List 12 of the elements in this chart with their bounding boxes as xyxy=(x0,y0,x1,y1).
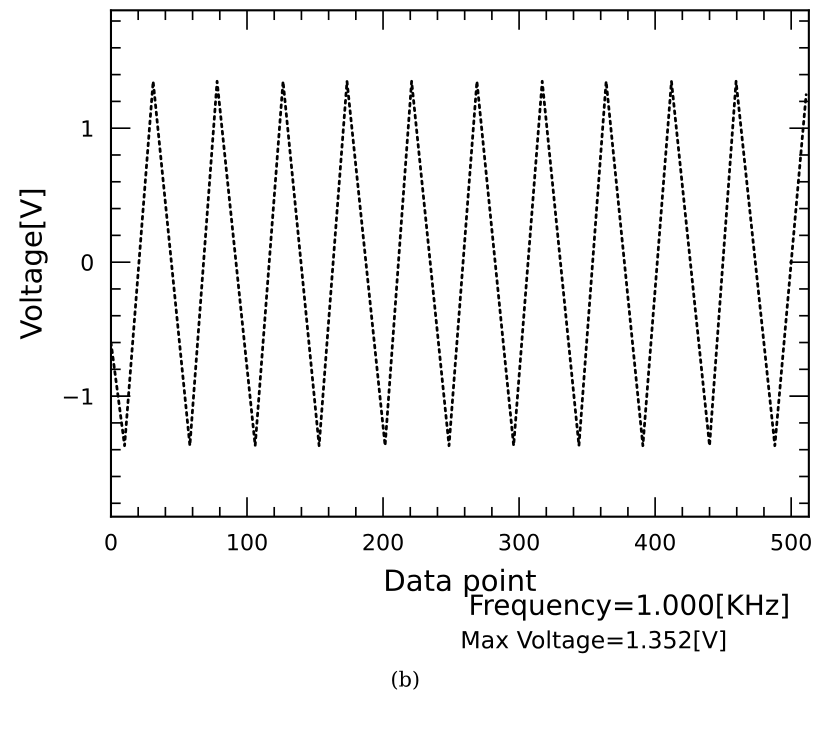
x-tick-label: 0 xyxy=(105,534,117,551)
x-tick-label: 300 xyxy=(500,534,539,551)
y-axis-title: Voltage[V] xyxy=(19,190,48,340)
y-tick-label: 1 xyxy=(82,120,92,137)
x-tick-label: 500 xyxy=(772,534,811,551)
y-tick-label: −1 xyxy=(64,388,92,405)
x-tick-label: 200 xyxy=(363,534,403,551)
x-tick-label: 100 xyxy=(228,534,267,551)
x-tick-label: 400 xyxy=(635,534,675,551)
text: (b) xyxy=(392,670,418,690)
y-tick-label: 0 xyxy=(82,254,93,271)
text: Max Voltage=1.352[V] xyxy=(462,630,726,654)
